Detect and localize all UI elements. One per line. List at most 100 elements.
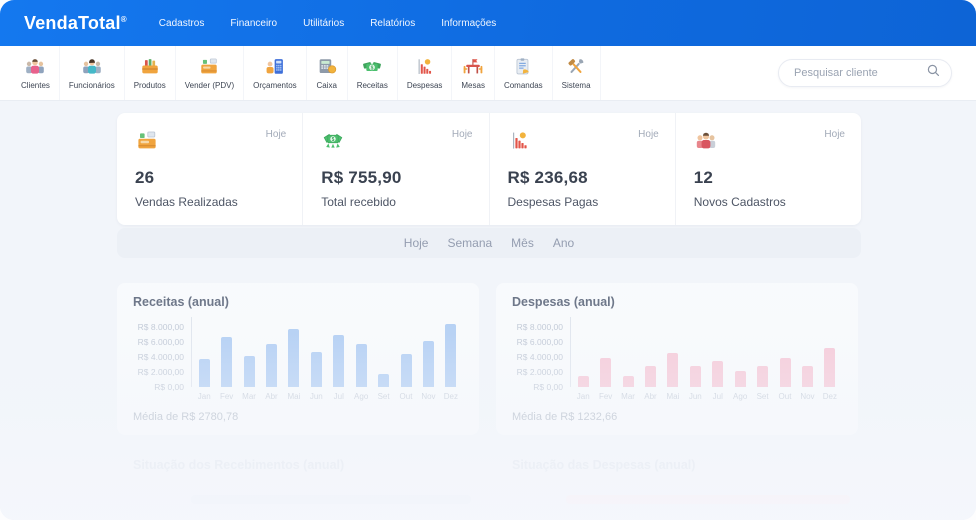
bar-slot [238, 317, 260, 387]
stat-card-total-recebido: $ Hoje R$ 755,90 Total recebido [303, 113, 490, 225]
toolbar-button-clientes[interactable]: Clientes [12, 46, 60, 100]
toolbar-button-orcamentos[interactable]: Orçamentos [244, 46, 307, 100]
card-value: 26 [135, 168, 155, 187]
chart-body: R$ 8.000,00 R$ 6.000,00 R$ 4.000,00 R$ 2.00… [512, 317, 842, 401]
toolbar-button-mesas[interactable]: Mesas [452, 46, 495, 100]
system-icon [565, 56, 587, 78]
x-tick-label: Out [399, 392, 413, 401]
plot-area: Jan Fev Mar Abr Mai Jun Jul Ago Set Out Nov Dez [191, 317, 463, 401]
toolbar-label-despesas: Despesas [406, 81, 443, 90]
expenses-status-section: Situação das Despesas (anual) [496, 458, 858, 504]
x-tick-label: Mai [287, 392, 301, 401]
y-axis: R$ 8.000,00 R$ 6.000,00 R$ 4.000,00 R$ 2.00… [512, 317, 570, 392]
registered-mark: ® [120, 14, 127, 24]
bar-slot [372, 317, 394, 387]
bar-slot [395, 317, 417, 387]
bar [288, 328, 300, 387]
x-tick-label: Set [756, 392, 769, 401]
bar [265, 343, 277, 387]
nav-item-informacoes[interactable]: Informações [441, 17, 497, 29]
x-tick-label: Nov [421, 392, 436, 401]
y-tick-label: R$ 2.000,00 [137, 367, 184, 377]
toolbar-label-orcamentos: Orçamentos [253, 81, 297, 90]
x-tick-label: Ago [354, 392, 369, 401]
toolbar-label-vender-pdv: Vender (PDV) [184, 81, 235, 90]
card-period-label: Hoje [451, 129, 473, 140]
toolbar-label-sistema: Sistema [561, 81, 591, 90]
clients-icon [24, 56, 46, 78]
toolbar-label-caixa: Caixa [316, 81, 337, 90]
x-tick-label: Abr [644, 392, 657, 401]
plot-area: Jan Fev Mar Abr Mai Jun Jul Ago Set Out Nov Dez [570, 317, 842, 401]
bar [400, 353, 412, 387]
stat-card-vendas-realizadas: Hoje 26 Vendas Realizadas [117, 113, 304, 225]
y-tick-label: R$ 2.000,00 [516, 367, 563, 377]
toolbar-label-clientes: Clientes [21, 81, 50, 90]
y-tick-label: R$ 8.000,00 [137, 322, 184, 332]
chart-title: Despesas (anual) [512, 295, 615, 309]
tab-hoje[interactable]: Hoje [403, 236, 429, 250]
bar [333, 334, 345, 387]
nav-item-relatorios[interactable]: Relatórios [370, 17, 416, 29]
x-tick-label: Fev [219, 392, 234, 401]
x-tick-label: Ago [733, 392, 748, 401]
card-label: Novos Cadastros [693, 195, 786, 209]
y-tick-label: R$ 0,00 [533, 382, 563, 392]
x-tick-label: Fev [598, 392, 613, 401]
bar-slot [617, 317, 639, 387]
top-navbar: VendaTotal® Cadastros Financeiro Utilitári… [0, 0, 976, 46]
x-tick-label: Jan [576, 392, 590, 401]
bar-slot [417, 317, 439, 387]
card-label: Vendas Realizadas [135, 195, 238, 209]
x-tick-label: Jun [309, 392, 323, 401]
nav-item-financeiro[interactable]: Financeiro [230, 17, 278, 29]
budgets-icon [264, 56, 286, 78]
section-title: Situação dos Recebimentos (anual) [133, 458, 345, 472]
toolbar-button-receitas[interactable]: $ Receitas [348, 46, 398, 100]
bar-slot [328, 317, 350, 387]
revenue-chart-panel: Receitas (anual) R$ 8.000,00 R$ 6.000,00 R… [117, 283, 479, 435]
card-value: 12 [693, 168, 714, 187]
bar [824, 348, 836, 387]
stat-card-novos-cadastros: Hoje 12 Novos Cadastros [676, 113, 861, 225]
bar [622, 376, 634, 387]
bar-slot [796, 317, 818, 387]
card-period-label: Hoje [265, 129, 287, 140]
toolbar-button-comandas[interactable]: Comandas [495, 46, 553, 100]
bar [712, 360, 724, 387]
chart-average: Média de R$ 2780,78 [133, 411, 239, 423]
toolbar-button-despesas[interactable]: Despesas [398, 46, 453, 100]
nav-item-cadastros[interactable]: Cadastros [158, 17, 205, 29]
bar [577, 376, 589, 387]
tab-ano[interactable]: Ano [552, 236, 575, 250]
y-tick-label: R$ 8.000,00 [516, 322, 563, 332]
receivables-status-bar [191, 495, 471, 504]
chart-body: R$ 8.000,00 R$ 6.000,00 R$ 4.000,00 R$ 2.00… [133, 317, 463, 401]
card-value: R$ 236,68 [507, 168, 588, 187]
tab-semana[interactable]: Semana [447, 236, 493, 250]
search-input[interactable] [792, 66, 926, 80]
tab-mes[interactable]: Mês [511, 236, 534, 250]
toolbar-label-funcionarios: Funcionários [68, 81, 115, 90]
nav-item-utilitarios[interactable]: Utilitários [303, 17, 345, 29]
tables-icon [462, 56, 484, 78]
toolbar-button-funcionarios[interactable]: Funcionários [60, 46, 125, 100]
new-registrations-icon [694, 129, 843, 153]
toolbar-button-vender-pdv[interactable]: Vender (PDV) [176, 46, 245, 100]
toolbar-button-produtos[interactable]: Produtos [125, 46, 176, 100]
expenses-chart-icon [508, 129, 657, 153]
bar-slot [260, 317, 282, 387]
app-logo: VendaTotal® [24, 12, 127, 33]
revenues-icon: $ [361, 56, 383, 78]
stat-cards-row: Hoje 26 Vendas Realizadas $ Hoje R$ 755,90 Tot… [117, 113, 861, 225]
toolbar-button-caixa[interactable]: Caixa [307, 46, 348, 100]
search-icon[interactable] [926, 63, 941, 83]
bar [310, 351, 322, 387]
x-tick-label: Set [377, 392, 390, 401]
bar [378, 374, 390, 387]
toolbar-button-sistema[interactable]: Sistema [553, 46, 601, 100]
toolbar-label-receitas: Receitas [356, 81, 388, 90]
pos-icon [198, 56, 220, 78]
